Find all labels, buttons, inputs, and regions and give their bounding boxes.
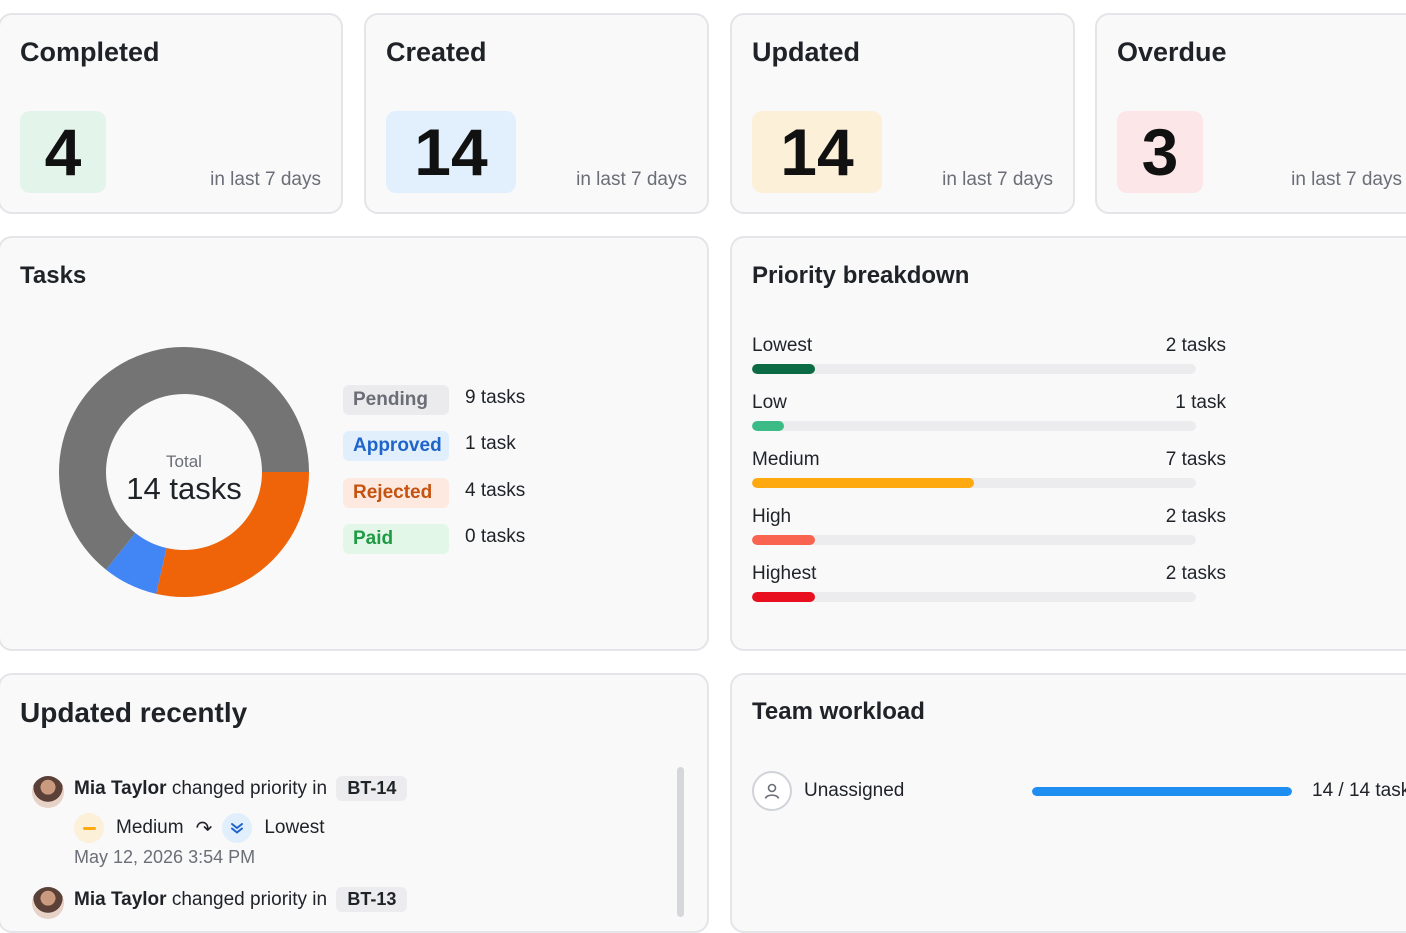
medium-priority-icon (74, 813, 104, 843)
activity-line: Mia Taylor changed priority in BT-13 (74, 887, 408, 912)
user-avatar[interactable] (32, 776, 64, 808)
legend-pill-rejected[interactable]: Rejected (343, 478, 449, 508)
legend-count-rejected: 4 tasks (465, 480, 526, 501)
priority-label: Highest (752, 563, 817, 584)
workload-user-name: Unassigned (804, 780, 905, 801)
legend-pill-approved[interactable]: Approved (343, 431, 449, 461)
workload-bar-fill (1032, 787, 1292, 796)
priority-count: 1 task (1175, 392, 1226, 413)
priority-label: Low (752, 392, 787, 413)
stat-card-updated[interactable]: Updated 14 in last 7 days (730, 13, 1075, 214)
activity-user[interactable]: Mia Taylor (74, 889, 167, 910)
priority-bar-track (752, 421, 1196, 431)
stat-card-completed[interactable]: Completed 4 in last 7 days (0, 13, 343, 214)
priority-bar-fill (752, 421, 784, 431)
priority-label: Medium (752, 449, 820, 470)
stat-value: 14 (386, 111, 516, 193)
stat-title: Created (386, 37, 487, 67)
stat-title: Completed (20, 37, 160, 67)
team-workload-panel: Team workload Unassigned 14 / 14 tasks (730, 673, 1406, 933)
activity-action: changed priority in (171, 778, 328, 799)
priority-count: 7 tasks (1165, 449, 1226, 470)
panel-title: Priority breakdown (752, 262, 970, 289)
priority-label: High (752, 506, 792, 527)
priority-label: Lowest (752, 335, 813, 356)
legend-pill-pending[interactable]: Pending (343, 385, 449, 415)
stat-subtitle: in last 7 days (576, 169, 687, 190)
stat-subtitle: in last 7 days (210, 169, 321, 190)
change-arrow-icon: ↷ (195, 817, 213, 840)
stat-subtitle: in last 7 days (1291, 169, 1402, 190)
priority-bar-track (752, 592, 1196, 602)
activity-user[interactable]: Mia Taylor (74, 778, 167, 799)
donut-slice-pending[interactable] (59, 347, 310, 570)
activity-timestamp: May 12, 2026 3:54 PM (74, 847, 256, 867)
donut-slice-rejected[interactable] (156, 472, 309, 597)
stat-title: Updated (752, 37, 860, 67)
priority-count: 2 tasks (1165, 335, 1226, 356)
user-icon (764, 783, 780, 799)
panel-title: Updated recently (20, 697, 248, 728)
stat-card-created[interactable]: Created 14 in last 7 days (364, 13, 709, 214)
workload-bar-track (1032, 787, 1292, 796)
unassigned-avatar[interactable] (752, 771, 792, 811)
donut-total-label: Total (166, 452, 202, 471)
priority-count: 2 tasks (1165, 563, 1226, 584)
priority-bar-track (752, 478, 1196, 488)
donut-slice-approved[interactable] (106, 532, 167, 594)
tasks-donut-chart (59, 347, 310, 597)
lowest-priority-icon (222, 813, 253, 843)
issue-key-chip[interactable]: BT-14 (336, 776, 408, 801)
stat-value: 3 (1117, 111, 1203, 193)
workload-count: 14 / 14 tasks (1312, 780, 1406, 801)
to-priority: Lowest (264, 817, 325, 838)
legend-pill-paid[interactable]: Paid (343, 524, 449, 554)
panel-title: Team workload (752, 698, 925, 725)
stat-title: Overdue (1117, 37, 1227, 67)
priority-bar-fill (752, 478, 974, 488)
legend-count-pending: 9 tasks (465, 387, 526, 408)
priority-bar-track (752, 535, 1196, 545)
issue-key-chip[interactable]: BT-13 (336, 887, 408, 912)
priority-bar-fill (752, 592, 816, 602)
from-priority: Medium (116, 817, 184, 838)
stat-card-overdue[interactable]: Overdue 3 in last 7 days (1095, 13, 1406, 214)
tasks-panel: Tasks Total 14 tasks Pending 9 tasks App… (0, 236, 709, 651)
stat-value: 4 (20, 111, 106, 193)
priority-count: 2 tasks (1165, 506, 1226, 527)
priority-bar-track (752, 364, 1196, 374)
legend-count-paid: 0 tasks (465, 526, 526, 547)
donut-total-value: 14 tasks (126, 471, 242, 506)
updated-recently-panel: Updated recently Mia Taylor changed prio… (0, 673, 709, 933)
stat-subtitle: in last 7 days (942, 169, 1053, 190)
legend-count-approved: 1 task (465, 433, 516, 454)
priority-bar-fill (752, 364, 816, 374)
scrollbar[interactable] (677, 767, 684, 917)
user-avatar[interactable] (32, 887, 64, 919)
activity-line: Mia Taylor changed priority in BT-14 (74, 776, 408, 801)
stat-value: 14 (752, 111, 882, 193)
priority-change-row: Medium ↷ Lowest (74, 813, 325, 843)
priority-panel: Priority breakdown Lowest 2 tasks Low 1 … (730, 236, 1406, 651)
priority-bar-fill (752, 535, 816, 545)
activity-action: changed priority in (171, 889, 328, 910)
panel-title: Tasks (20, 262, 87, 289)
